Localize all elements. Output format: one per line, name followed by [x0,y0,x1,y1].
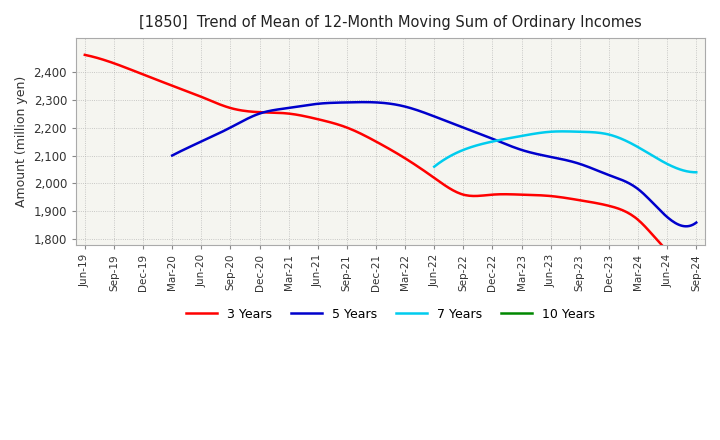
Legend: 3 Years, 5 Years, 7 Years, 10 Years: 3 Years, 5 Years, 7 Years, 10 Years [181,303,600,326]
5 Years [480,133,488,138]
5 Years [681,224,690,229]
3 Years [83,53,91,58]
Line: 7 Years: 7 Years [434,132,696,172]
Title: [1850]  Trend of Mean of 12-Month Moving Sum of Ordinary Incomes: [1850] Trend of Mean of 12-Month Moving … [139,15,642,30]
7 Years [431,163,439,169]
3 Years [81,52,89,58]
5 Years [611,175,620,180]
3 Years [443,184,451,189]
3 Years [596,201,605,206]
5 Years [490,137,499,142]
Y-axis label: Amount (million yen): Amount (million yen) [15,76,28,207]
3 Years [682,258,690,263]
7 Years [692,170,701,175]
5 Years [170,152,179,157]
3 Years [444,185,453,191]
5 Years [359,99,367,105]
7 Years [587,129,595,135]
7 Years [430,164,438,169]
7 Years [591,130,600,135]
3 Years [692,253,701,259]
Line: 5 Years: 5 Years [172,102,696,226]
3 Years [455,191,464,196]
3 Years [635,218,644,223]
5 Years [692,220,701,225]
5 Years [644,196,653,202]
7 Years [586,129,595,135]
7 Years [558,129,567,134]
7 Years [652,155,660,160]
5 Years [168,153,176,158]
5 Years [482,133,490,139]
Line: 3 Years: 3 Years [85,55,696,260]
7 Years [668,164,677,169]
